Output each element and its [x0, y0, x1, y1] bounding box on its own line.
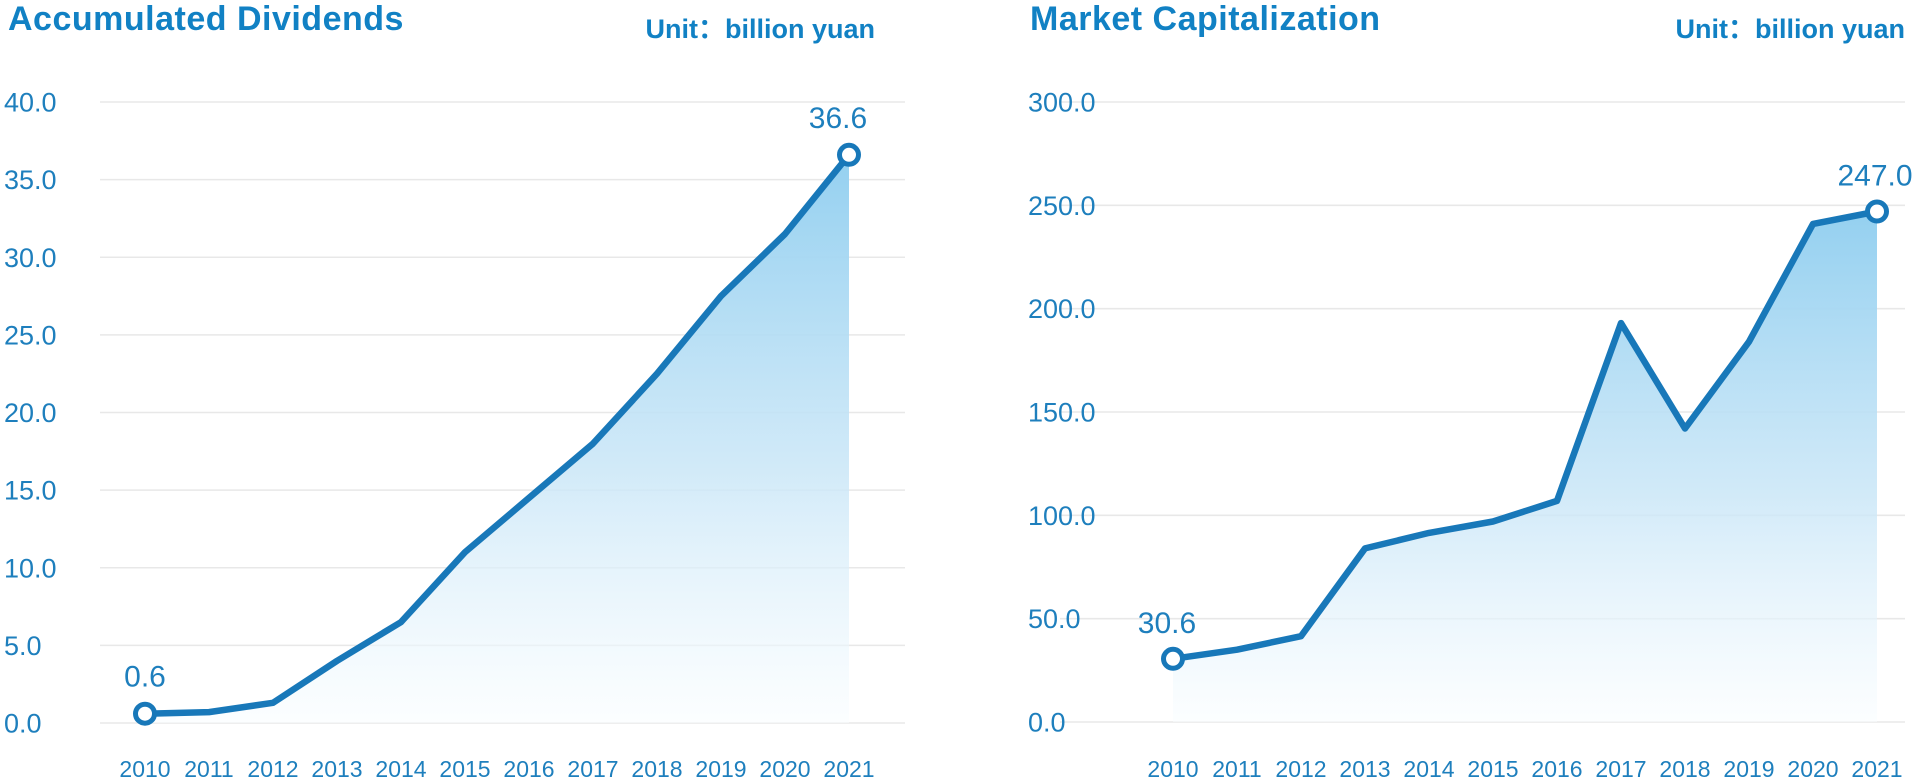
unit-label: Unit：billion yuan: [1675, 14, 1906, 44]
chart-accumulated-dividends: Accumulated Dividends Unit：billion yuan …: [0, 0, 920, 780]
x-tick-label: 2013: [311, 756, 362, 780]
last-data-point-label: 36.6: [809, 102, 867, 135]
x-tick-label: 2014: [375, 756, 426, 780]
y-tick-label: 100.0: [1028, 501, 1096, 531]
y-tick-label: 50.0: [1028, 604, 1081, 634]
trend-line: [141, 151, 853, 717]
area-fill: [1173, 211, 1877, 722]
gridlines: [100, 101, 905, 724]
y-tick-label: 250.0: [1028, 191, 1096, 221]
chart-title: Market Capitalization: [1030, 0, 1381, 38]
x-tick-label: 2021: [1851, 756, 1902, 780]
chart-market-capitalization: Market Capitalization Unit：billion yuan …: [950, 0, 1920, 780]
x-axis-tick-labels: 2010 2011 2012 2013 2014 2015 2016 2017 2018 2019…: [1147, 756, 1902, 780]
x-tick-label: 2012: [1275, 756, 1326, 780]
y-tick-label: 0.0: [1028, 708, 1066, 738]
market-capitalization-plot: 0.0 50.0 100.0 150.0 200.0 250.0 300.0 30.6 247.…: [1028, 87, 1913, 780]
y-tick-label: 150.0: [1028, 397, 1096, 427]
y-tick-label: 0.0: [4, 709, 42, 739]
last-data-point-label: 247.0: [1837, 160, 1912, 193]
first-data-point-marker: [1161, 646, 1185, 671]
x-tick-label: 2011: [1212, 756, 1261, 780]
x-tick-label: 2015: [1467, 756, 1518, 780]
y-tick-label: 40.0: [4, 88, 57, 118]
first-data-point-label: 0.6: [124, 661, 166, 694]
y-axis-tick-labels: 0.0 50.0 100.0 150.0 200.0 250.0 300.0: [1028, 87, 1096, 737]
area-fill: [145, 154, 849, 724]
x-tick-label: 2011: [184, 756, 233, 780]
x-axis-tick-labels: 2010 2011 2012 2013 2014 2015 2016 2017 2018 2019…: [119, 756, 874, 780]
trend-line: [1169, 208, 1881, 663]
y-tick-label: 25.0: [4, 320, 57, 350]
x-tick-label: 2020: [1787, 756, 1838, 780]
x-tick-label: 2018: [1659, 756, 1710, 780]
y-tick-label: 5.0: [4, 631, 42, 661]
x-tick-label: 2019: [695, 756, 746, 780]
accumulated-dividends-plot: 0.0 5.0 10.0 15.0 20.0 25.0 30.0 35.0 40.0 0.6 36.…: [4, 88, 905, 780]
x-tick-label: 2012: [247, 756, 298, 780]
first-data-point-marker: [133, 701, 157, 726]
x-tick-label: 2016: [503, 756, 554, 780]
y-tick-label: 10.0: [4, 553, 57, 583]
y-tick-label: 35.0: [4, 165, 57, 195]
y-tick-label: 30.0: [4, 243, 57, 273]
first-data-point-label: 30.6: [1138, 607, 1196, 640]
x-tick-label: 2014: [1403, 756, 1454, 780]
y-tick-label: 15.0: [4, 476, 57, 506]
last-data-point-marker: [1865, 199, 1889, 224]
y-axis-tick-labels: 0.0 5.0 10.0 15.0 20.0 25.0 30.0 35.0 40.0: [4, 88, 57, 739]
x-tick-label: 2020: [759, 756, 810, 780]
y-tick-label: 200.0: [1028, 294, 1096, 324]
x-tick-label: 2017: [1595, 756, 1646, 780]
x-tick-label: 2016: [1531, 756, 1582, 780]
unit-label: Unit：billion yuan: [645, 14, 876, 44]
x-tick-label: 2015: [439, 756, 490, 780]
x-tick-label: 2019: [1723, 756, 1774, 780]
y-tick-label: 300.0: [1028, 87, 1096, 117]
x-tick-label: 2017: [567, 756, 618, 780]
x-tick-label: 2021: [823, 756, 874, 780]
x-tick-label: 2013: [1339, 756, 1390, 780]
last-data-point-marker: [837, 142, 861, 167]
y-tick-label: 20.0: [4, 398, 57, 428]
x-tick-label: 2010: [1147, 756, 1198, 780]
chart-title: Accumulated Dividends: [8, 0, 404, 38]
x-tick-label: 2018: [631, 756, 682, 780]
x-tick-label: 2010: [119, 756, 170, 780]
